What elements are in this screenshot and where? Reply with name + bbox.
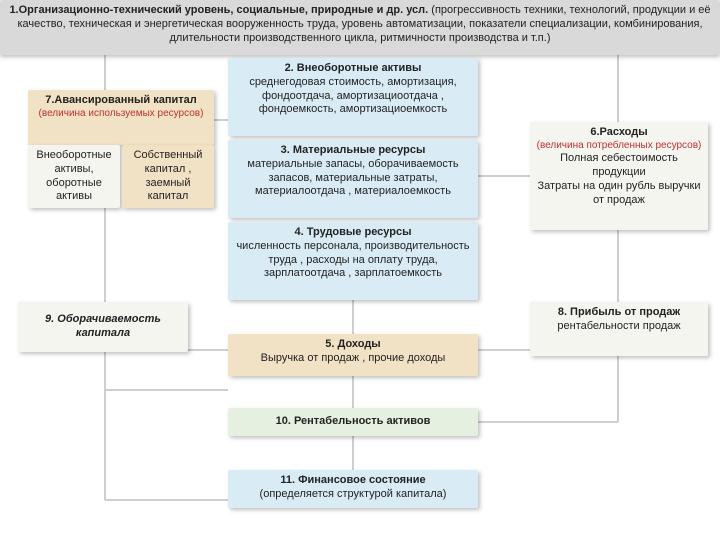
box-4: 4. Трудовые ресурсы численность персонал… bbox=[228, 222, 478, 300]
box-5: 5. Доходы Выручка от продаж , прочие дох… bbox=[228, 334, 478, 376]
box11-title: 11. Финансовое состояние bbox=[234, 474, 472, 488]
box7-title: 7.Авансированный капитал bbox=[34, 94, 208, 108]
box8-title: 8. Прибыль от продаж bbox=[536, 306, 702, 320]
box-7b: Собственный капитал , заемный капитал bbox=[122, 145, 214, 208]
box-11: 11. Финансовое состояние (определяется с… bbox=[228, 470, 478, 508]
box-9: 9. Оборачиваемость капитала bbox=[18, 302, 188, 352]
box6-title: 6.Расходы bbox=[536, 126, 702, 140]
box10-title: 10. Рентабельность активов bbox=[276, 415, 431, 429]
box-10: 10. Рентабельность активов bbox=[228, 408, 478, 436]
box-2: 2. Внеоборотные активы среднегодовая сто… bbox=[228, 58, 478, 136]
box6-body: Полная себестоимость продукции Затраты н… bbox=[536, 152, 702, 207]
box7b-body: Собственный капитал , заемный капитал bbox=[128, 149, 208, 204]
box5-body: Выручка от продаж , прочие доходы bbox=[234, 352, 472, 366]
box3-title: 3. Материальные ресурсы bbox=[234, 144, 472, 158]
box-3: 3. Материальные ресурсы материальные зап… bbox=[228, 140, 478, 218]
box7a-body: Внеоборотные активы, оборотные активы bbox=[34, 149, 114, 204]
header-title: 1.Организационно-технический уровень, со… bbox=[9, 4, 428, 16]
box11-body: (определяется структурой капитала) bbox=[234, 488, 472, 502]
box2-title: 2. Внеоборотные активы bbox=[234, 62, 472, 76]
box4-body: численность персонала, производительност… bbox=[234, 240, 472, 281]
box5-title: 5. Доходы bbox=[234, 338, 472, 352]
box-header: 1.Организационно-технический уровень, со… bbox=[0, 0, 720, 55]
box4-title: 4. Трудовые ресурсы bbox=[234, 226, 472, 240]
box-6: 6.Расходы (величина потребленных ресурсо… bbox=[530, 122, 708, 230]
box7-sub: (величина используемых ресурсов) bbox=[34, 108, 208, 121]
box-7a: Внеоборотные активы, оборотные активы bbox=[28, 145, 120, 208]
box6-sub: (величина потребленных ресурсов) bbox=[536, 140, 702, 153]
box-7: 7.Авансированный капитал (величина испол… bbox=[28, 90, 214, 145]
box2-body: среднегодовая стоимость, амортизация, фо… bbox=[234, 76, 472, 117]
box3-body: материальные запасы, оборачиваемость зап… bbox=[234, 158, 472, 199]
box8-body: рентабельности продаж bbox=[536, 320, 702, 334]
box-8: 8. Прибыль от продаж рентабельности прод… bbox=[530, 302, 708, 356]
box9-title: 9. Оборачиваемость капитала bbox=[24, 313, 182, 341]
